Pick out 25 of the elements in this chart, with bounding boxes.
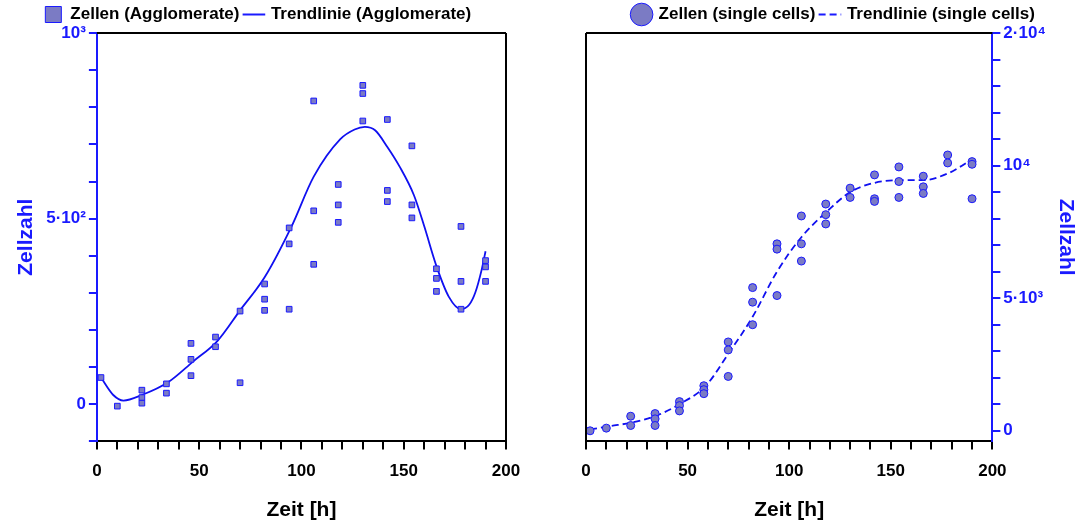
x-axis-title: Zeit [h]: [754, 497, 825, 521]
y2-tick-label: 10⁴: [1003, 155, 1031, 175]
x-tick-label: 150: [389, 461, 418, 481]
x-tick-label: 0: [92, 461, 102, 481]
x-tick-label: 0: [581, 461, 591, 481]
x-tick-label: 50: [678, 461, 698, 481]
y-tick-label: 10³: [61, 22, 87, 42]
y-tick-label: 5·10²: [46, 208, 87, 228]
y2-tick-label: 2·10⁴: [1003, 22, 1046, 42]
x-tick-label: 100: [287, 461, 316, 481]
y2-tick-label: 0: [1003, 420, 1013, 440]
x-tick-label: 50: [189, 461, 209, 481]
x-axis-title: Zeit [h]: [266, 497, 337, 521]
y-tick-label: 0: [76, 393, 86, 413]
y2-axis-title: Zellzahl: [1055, 198, 1079, 276]
y2-tick-label: 5·10³: [1003, 287, 1044, 307]
x-tick-label: 100: [775, 461, 804, 481]
y-axis-title: Zellzahl: [13, 198, 37, 276]
legend-label: Zellen (Agglomerate): [70, 4, 240, 24]
x-tick-label: 200: [491, 461, 521, 481]
x-tick-label: 150: [876, 461, 905, 481]
x-tick-label: 200: [978, 461, 1007, 481]
legend-label: Trendlinie (Agglomerate): [270, 4, 472, 24]
legend-label: Trendlinie (single cells): [846, 4, 1035, 24]
legend-label: Zellen (single cells): [658, 4, 816, 24]
